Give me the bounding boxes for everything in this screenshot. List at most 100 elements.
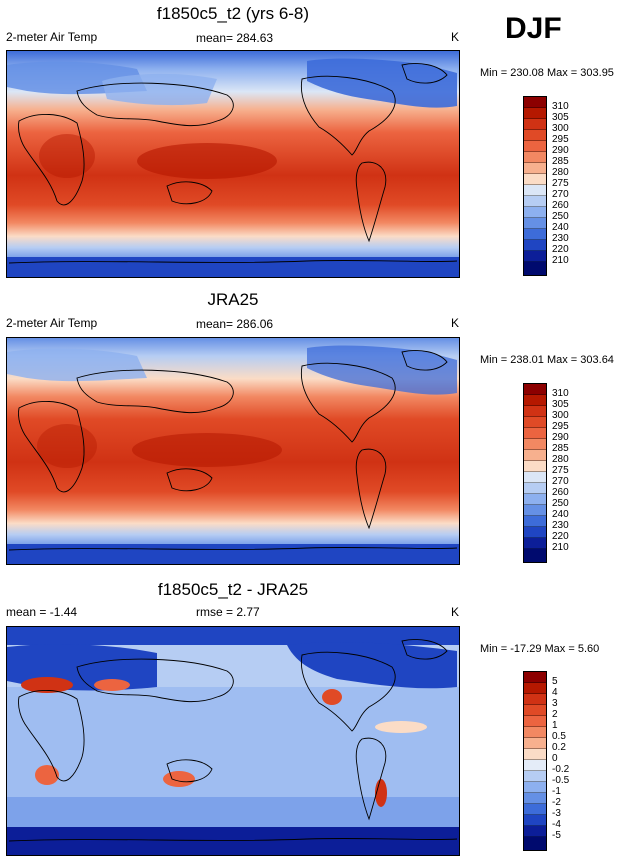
panel-1-tick: 295 <box>552 134 569 145</box>
panel-2-colorbar-box <box>524 439 546 450</box>
panel-3-colorbar-box <box>524 837 546 850</box>
panel-3-colorbar-box <box>524 672 546 683</box>
panel-3-colorbar-box <box>524 815 546 826</box>
panel-1-tick: 230 <box>552 233 569 244</box>
panel-1-minmax: Min = 230.08 Max = 303.95 <box>480 67 614 79</box>
panel-2-tick: 260 <box>552 487 569 498</box>
panel-3-colorbar-box <box>524 804 546 815</box>
panel-1-tick: 275 <box>552 178 569 189</box>
panel-3-colorbar-box <box>524 716 546 727</box>
panel-1-tick: 280 <box>552 167 569 178</box>
panel-3-map-svg <box>7 627 459 855</box>
panel-3-rmse: rmse = 2.77 <box>196 605 260 619</box>
panel-3-colorbar-box <box>524 793 546 804</box>
panel-1-colorbar-box <box>524 251 546 262</box>
panel-3-tick: 0.5 <box>552 731 566 742</box>
panel-3-tick: 1 <box>552 720 558 731</box>
panel-3-mean: mean = -1.44 <box>6 605 78 619</box>
panel-1-tick: 300 <box>552 123 569 134</box>
panel-3-tick: -0.5 <box>552 775 570 786</box>
panel-3-tick: 5 <box>552 676 558 687</box>
panel-1-tick: 310 <box>552 101 569 112</box>
panel-3-colorbar-box <box>524 694 546 705</box>
panel-3-colorbar-box <box>524 705 546 716</box>
panel-3-colorbar-box <box>524 749 546 760</box>
panel-3-colorbar-box <box>524 826 546 837</box>
panel-3-tick: 2 <box>552 709 558 720</box>
panel-2-tick: 250 <box>552 498 569 509</box>
panel-2-colorbar-box <box>524 505 546 516</box>
panel-2-colorbar-box <box>524 384 546 395</box>
panel-2-minmax: Min = 238.01 Max = 303.64 <box>480 354 614 366</box>
panel-3-tick: -3 <box>552 808 561 819</box>
panel-1-tick: 250 <box>552 211 569 222</box>
panel-3-colorbar-box <box>524 760 546 771</box>
panel-2-colorbar-box <box>524 417 546 428</box>
panel-2-tick: 285 <box>552 443 569 454</box>
panel-1-map <box>6 50 460 278</box>
panel-2-colorbar-box <box>524 450 546 461</box>
panel-2-colorbar-box <box>524 494 546 505</box>
panel-2-left-label: 2-meter Air Temp <box>6 316 98 330</box>
panel-3-colorbar-box <box>524 683 546 694</box>
panel-2-title: JRA25 <box>207 290 259 309</box>
panel-1-colorbar-box <box>524 119 546 130</box>
panel-2-tick: 220 <box>552 531 569 542</box>
panel-2-mean: mean= 286.06 <box>196 317 274 331</box>
panel-1-colorbar-box <box>524 262 546 275</box>
panel-3-colorbar-box <box>524 727 546 738</box>
panel-3-tick: 3 <box>552 698 558 709</box>
panel-2-units: K <box>451 316 460 330</box>
panel-3-title: f1850c5_t2 - JRA25 <box>157 580 309 599</box>
panel-3-tick: 0 <box>552 753 558 764</box>
panel-1-colorbar-box <box>524 141 546 152</box>
panel-3-colorbar <box>523 671 547 851</box>
panel-3-map <box>6 626 460 856</box>
panel-1-tick: 285 <box>552 156 569 167</box>
panel-2-colorbar-box <box>524 395 546 406</box>
panel-2-map-svg <box>7 338 459 564</box>
panel-1-tick: 260 <box>552 200 569 211</box>
panel-2-tick: 295 <box>552 421 569 432</box>
panel-1-colorbar-box <box>524 185 546 196</box>
panel-2-tick: 270 <box>552 476 569 487</box>
panel-1-colorbar-box <box>524 152 546 163</box>
panel-1-tick: 290 <box>552 145 569 156</box>
panel-2-map <box>6 337 460 565</box>
panel-2-tick: 210 <box>552 542 569 553</box>
panel-1-colorbar-box <box>524 240 546 251</box>
panel-1-colorbar-box <box>524 108 546 119</box>
panel-2-tick: 305 <box>552 399 569 410</box>
panel-1-tick: 240 <box>552 222 569 233</box>
panel-1-tick: 270 <box>552 189 569 200</box>
panel-1-colorbar-box <box>524 229 546 240</box>
panel-3-colorbar-box <box>524 771 546 782</box>
season-label: DJF <box>505 12 562 45</box>
panel-1-units: K <box>451 30 460 44</box>
panel-1-colorbar-box <box>524 163 546 174</box>
panel-1-tick: 220 <box>552 244 569 255</box>
panel-3-tick: 4 <box>552 687 558 698</box>
panel-2-colorbar-box <box>524 527 546 538</box>
panel-3-tick: -5 <box>552 830 561 841</box>
panel-1-mean: mean= 284.63 <box>196 31 274 45</box>
panel-1-colorbar-box <box>524 207 546 218</box>
panel-2-colorbar-box <box>524 406 546 417</box>
panel-1-left-label: 2-meter Air Temp <box>6 30 98 44</box>
panel-2-colorbar-box <box>524 483 546 494</box>
panel-2-colorbar-box <box>524 428 546 439</box>
panel-2-colorbar-box <box>524 538 546 549</box>
panel-2-tick: 240 <box>552 509 569 520</box>
panel-3-units: K <box>451 605 460 619</box>
panel-2-colorbar-box <box>524 549 546 562</box>
panel-2-tick: 280 <box>552 454 569 465</box>
panel-3-tick: 0.2 <box>552 742 566 753</box>
panel-2-tick: 290 <box>552 432 569 443</box>
panel-1-colorbar-box <box>524 174 546 185</box>
panel-2-colorbar <box>523 383 547 563</box>
panel-1-colorbar <box>523 96 547 276</box>
panel-2-tick: 230 <box>552 520 569 531</box>
panel-3-minmax: Min = -17.29 Max = 5.60 <box>480 643 600 655</box>
panel-1-colorbar-box <box>524 130 546 141</box>
panel-3-colorbar-box <box>524 738 546 749</box>
